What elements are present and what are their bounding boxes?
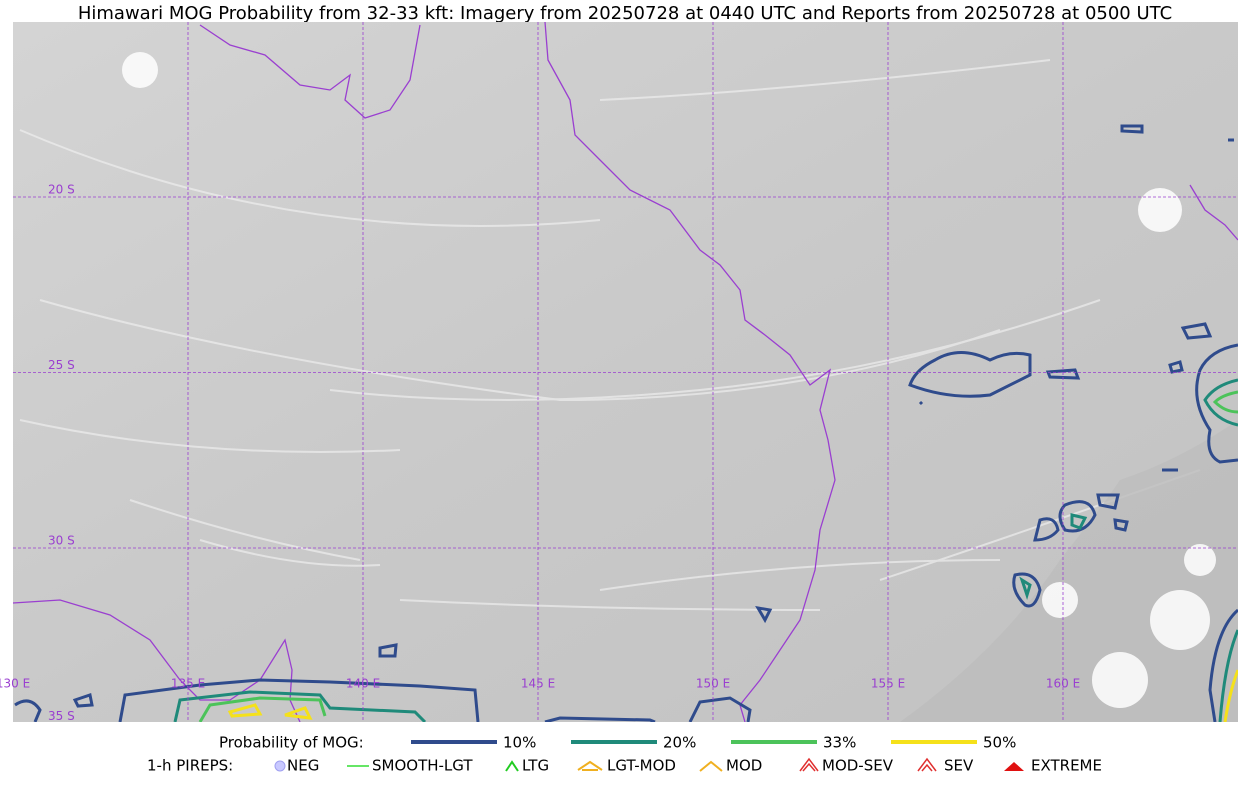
legend-item: 50%	[983, 734, 1016, 752]
coastline	[13, 22, 1238, 722]
legend-item: SEV	[944, 757, 974, 775]
probability-contours	[14, 124, 1238, 722]
graticule-labels: 130 E 135 E 140 E 145 E 150 E 155 E 160 E 20 S 2…	[0, 183, 1080, 724]
legend-item: LTG	[522, 757, 549, 775]
map	[13, 22, 1238, 722]
lon-label: 150 E	[696, 677, 730, 691]
lon-label: 140 E	[346, 677, 380, 691]
legend: Probability of MOG: 10% 20% 33% 50% 1-h PIREP…	[147, 734, 1102, 775]
title: Himawari MOG Probability from 32-33 kft:…	[78, 3, 1172, 24]
lat-label: 30 S	[48, 534, 75, 548]
graticule	[13, 22, 1238, 722]
legend-item: SMOOTH-LGT	[372, 757, 473, 775]
lon-label: 130 E	[0, 677, 30, 691]
pirep-symbol	[799, 757, 819, 772]
pirep-symbol	[699, 760, 723, 772]
legend-label: Probability of MOG:	[219, 734, 364, 752]
legend-label: 1-h PIREPS:	[147, 757, 233, 775]
lon-label: 160 E	[1046, 677, 1080, 691]
pirep-symbol	[1004, 762, 1024, 771]
pirep-symbol	[577, 760, 603, 771]
legend-item: NEG	[287, 757, 319, 775]
pirep-symbol	[917, 757, 937, 772]
lon-label: 145 E	[521, 677, 555, 691]
pirep-symbol	[505, 760, 519, 772]
legend-item: MOD	[726, 757, 762, 775]
legend-item: 10%	[503, 734, 536, 752]
lon-label: 135 E	[171, 677, 205, 691]
lat-label: 25 S	[48, 358, 75, 372]
cloud-tops	[122, 52, 1216, 708]
lat-label: 35 S	[48, 709, 75, 723]
lat-label: 20 S	[48, 183, 75, 197]
legend-item: MOD-SEV	[822, 757, 894, 775]
cloud-field	[900, 420, 1238, 722]
legend-item: 20%	[663, 734, 696, 752]
legend-item: LGT-MOD	[607, 757, 676, 775]
legend-item: 33%	[823, 734, 856, 752]
pirep-symbol	[274, 760, 286, 772]
legend-item: EXTREME	[1031, 757, 1102, 775]
lon-label: 155 E	[871, 677, 905, 691]
